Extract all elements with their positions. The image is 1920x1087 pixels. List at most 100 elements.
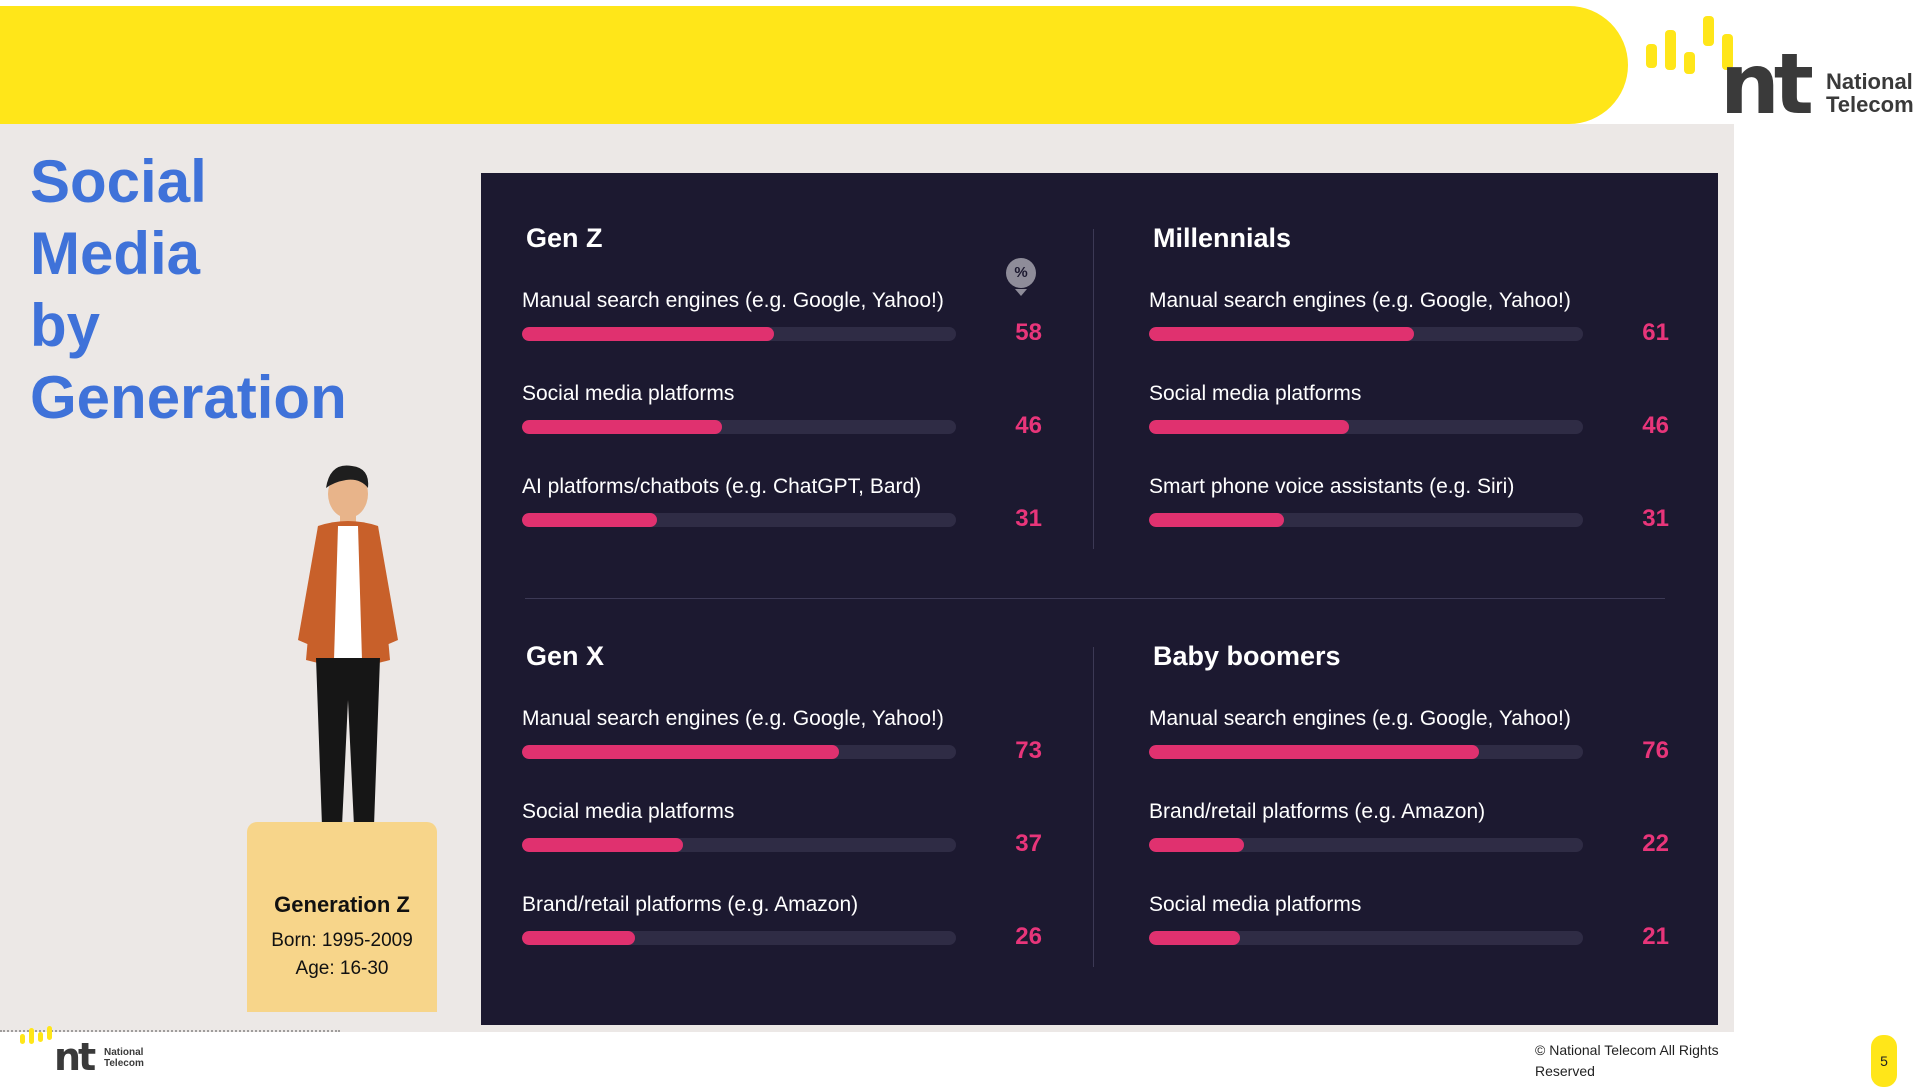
bar-track — [1149, 327, 1583, 341]
bar-track — [1149, 420, 1583, 434]
panel-divider-vertical — [1093, 229, 1094, 549]
bar-track — [1149, 513, 1583, 527]
bar-row: AI platforms/chatbots (e.g. ChatGPT, Bar… — [522, 475, 1042, 555]
logo-tick-mark — [1722, 34, 1733, 70]
logo-tick-mark — [1665, 30, 1676, 70]
bar-label: Social media platforms — [1149, 893, 1362, 916]
bar-label: Social media platforms — [522, 382, 735, 405]
bar-track — [522, 513, 956, 527]
logo-tick-mark — [47, 1026, 52, 1040]
bar-label: AI platforms/chatbots (e.g. ChatGPT, Bar… — [522, 475, 922, 498]
bar-row: Social media platforms 46 — [1149, 382, 1669, 462]
bar-track — [1149, 931, 1583, 945]
bar-row: Brand/retail platforms (e.g. Amazon) 22 — [1149, 800, 1669, 880]
percent-badge-pointer — [1015, 289, 1027, 296]
bar-row: Social media platforms 21 — [1149, 893, 1669, 973]
brand-logo: nt National Telecom — [1640, 10, 1920, 126]
bar-value-label: 31 — [1015, 505, 1042, 532]
logo-mark: nt — [54, 1035, 96, 1079]
percent-unit-badge: % — [1006, 258, 1036, 288]
page-title: Social Media by Generation — [30, 146, 390, 434]
logo-wordmark-line2: Telecom — [104, 1057, 144, 1069]
logo-tick-mark — [1703, 16, 1714, 46]
bar-track — [522, 327, 956, 341]
chart-title: Millennials — [1153, 223, 1292, 253]
logo-wordmark: National Telecom — [104, 1047, 144, 1069]
bar-row: Social media platforms 46 — [522, 382, 1042, 462]
persona-card: Generation Z Born: 1995-2009 Age: 16-30 — [247, 822, 437, 1012]
person-illustration — [298, 465, 400, 857]
bar-value-label: 46 — [1642, 412, 1669, 439]
bar-label: Smart phone voice assistants (e.g. Siri) — [1149, 475, 1515, 498]
bar-label: Brand/retail platforms (e.g. Amazon) — [522, 893, 859, 916]
bar — [1149, 838, 1245, 852]
bar-value-label: 21 — [1642, 923, 1669, 950]
bar-value-label: 46 — [1015, 412, 1042, 439]
persona-born: Born: 1995-2009 — [271, 930, 413, 951]
bar — [1149, 513, 1284, 527]
bar — [1149, 420, 1349, 434]
bar-row: Smart phone voice assistants (e.g. Siri)… — [1149, 475, 1669, 555]
bar-value-label: 76 — [1642, 737, 1669, 764]
bar — [522, 327, 774, 341]
logo-wordmark-line1: National — [104, 1047, 144, 1058]
bar-row: Manual search engines (e.g. Google, Yaho… — [1149, 289, 1669, 369]
page-title-line: Social — [30, 148, 207, 215]
bar-label: Manual search engines (e.g. Google, Yaho… — [522, 289, 944, 312]
bar-value-label: 37 — [1015, 830, 1042, 857]
logo-tick-mark — [1684, 52, 1695, 74]
bar — [522, 420, 722, 434]
chart-title: Baby boomers — [1153, 641, 1341, 671]
page-number: 5 — [1871, 1035, 1897, 1087]
logo-wordmark-line2: Telecom — [1826, 92, 1914, 118]
logo-tick-mark — [1646, 44, 1657, 68]
bar-label: Social media platforms — [522, 800, 735, 823]
chart-title: Gen X — [526, 641, 605, 671]
page-title-line: Media — [30, 220, 201, 287]
footer-divider — [0, 1030, 340, 1035]
bar-row: Manual search engines (e.g. Google, Yaho… — [1149, 707, 1669, 787]
bar-value-label: 26 — [1015, 923, 1042, 950]
logo-tick-mark — [20, 1034, 25, 1044]
logo-wordmark: National Telecom — [1826, 70, 1914, 116]
bar — [522, 838, 683, 852]
bar-value-label: 58 — [1015, 319, 1042, 346]
bar — [1149, 327, 1414, 341]
bar-label: Manual search engines (e.g. Google, Yaho… — [1149, 289, 1571, 312]
chart-title: Gen Z — [526, 223, 603, 253]
bar-track — [522, 931, 956, 945]
logo-mark: nt — [1720, 35, 1814, 133]
bar-row: Manual search engines (e.g. Google, Yaho… — [522, 289, 1042, 369]
bar-track — [522, 838, 956, 852]
bar-row: Brand/retail platforms (e.g. Amazon) 26 — [522, 893, 1042, 973]
page-title-line: by — [30, 292, 101, 359]
bar-value-label: 22 — [1642, 830, 1669, 857]
panel-divider-vertical — [1093, 647, 1094, 967]
header-banner — [0, 6, 1628, 124]
page-title-line: Generation — [30, 364, 347, 431]
copyright-text: © National Telecom All Rights Reserved — [1535, 1042, 1719, 1079]
logo-wordmark-line1: National — [1826, 69, 1913, 94]
panel-divider-horizontal — [525, 598, 1665, 599]
bar — [1149, 931, 1241, 945]
bar-track — [522, 745, 956, 759]
bar — [522, 931, 635, 945]
bar-track — [1149, 838, 1583, 852]
bar — [522, 745, 839, 759]
bar-value-label: 73 — [1015, 737, 1042, 764]
bar-row: Manual search engines (e.g. Google, Yaho… — [522, 707, 1042, 787]
bar-label: Social media platforms — [1149, 382, 1362, 405]
bar-track — [1149, 745, 1583, 759]
bar-label: Brand/retail platforms (e.g. Amazon) — [1149, 800, 1486, 823]
persona-age: Age: 16-30 — [295, 958, 389, 979]
bar-value-label: 31 — [1642, 505, 1669, 532]
chart-panel: Gen Z Manual search engines (e.g. Google… — [481, 173, 1718, 1025]
bar-label: Manual search engines (e.g. Google, Yaho… — [522, 707, 944, 730]
footer-logo: nt National Telecom — [18, 1026, 158, 1076]
bar-track — [522, 420, 956, 434]
logo-tick-mark — [38, 1032, 43, 1042]
bar-row: Social media platforms 37 — [522, 800, 1042, 880]
bar — [522, 513, 657, 527]
logo-tick-mark — [29, 1028, 34, 1044]
bar-label: Manual search engines (e.g. Google, Yaho… — [1149, 707, 1571, 730]
